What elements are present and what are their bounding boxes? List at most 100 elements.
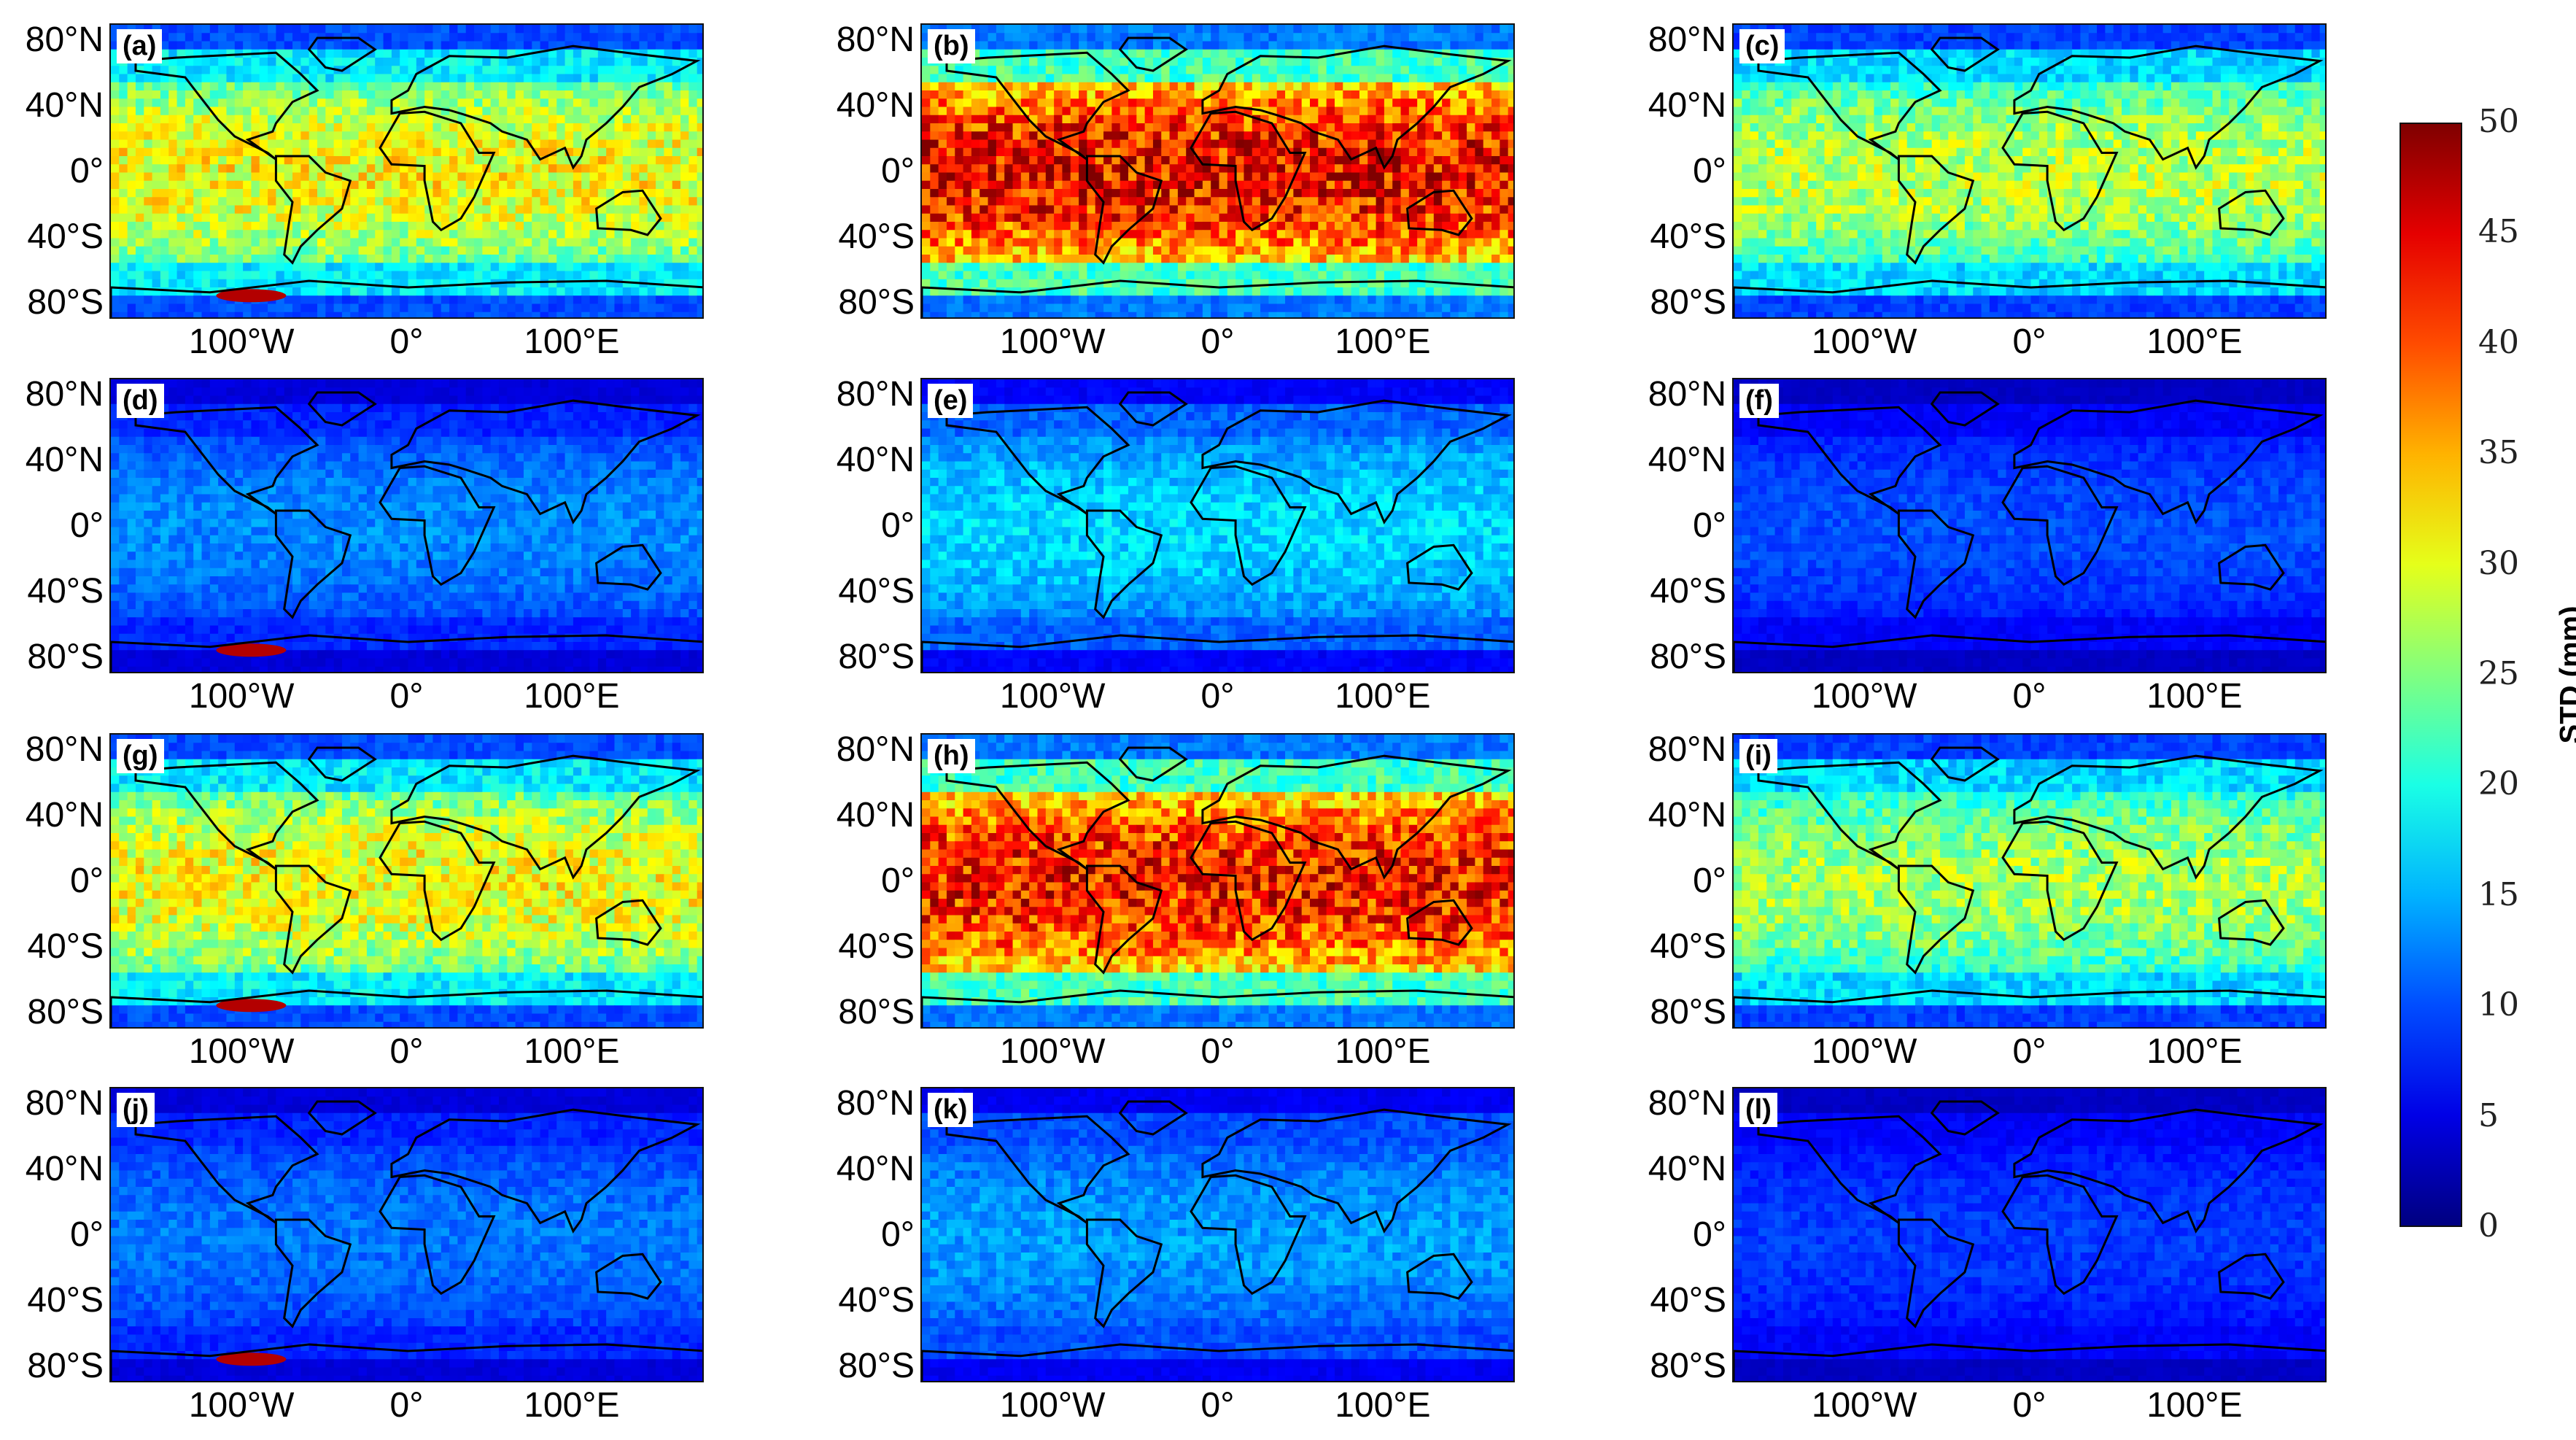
field-cell <box>201 66 211 75</box>
field-cell <box>160 139 169 149</box>
field-cell <box>391 287 400 296</box>
field-cell <box>160 222 169 231</box>
field-cell <box>292 115 301 124</box>
field-cell <box>416 197 425 206</box>
field-cell <box>309 107 318 116</box>
field-cell <box>1318 230 1327 239</box>
field-cell <box>1144 90 1154 99</box>
field-cell <box>1343 172 1352 182</box>
field-cell <box>185 33 194 42</box>
field-cell <box>1152 164 1162 174</box>
field-cell <box>1458 82 1467 91</box>
field-cell <box>1095 189 1104 198</box>
field-cell <box>168 147 178 157</box>
field-cell <box>176 303 186 313</box>
field-cell <box>1029 139 1039 149</box>
field-cell <box>391 82 400 91</box>
field-cell <box>1433 255 1443 263</box>
field-cell <box>548 90 557 99</box>
field-cell <box>963 189 972 198</box>
field-cell <box>1417 74 1427 83</box>
field-cell <box>1128 197 1137 206</box>
field-cell <box>226 238 236 247</box>
field-cell <box>573 33 582 42</box>
field-cell <box>1442 238 1451 247</box>
field-cell <box>1367 230 1377 239</box>
field-cell <box>391 295 400 305</box>
field-cell <box>955 271 964 280</box>
field-cell <box>1020 115 1030 124</box>
field-cell <box>664 311 673 317</box>
field-cell <box>1194 66 1203 75</box>
field-cell <box>614 164 624 174</box>
field-cell <box>160 90 169 99</box>
field-cell <box>589 287 599 296</box>
field-cell <box>1442 131 1451 141</box>
field-cell <box>946 271 955 280</box>
field-cell <box>523 74 532 83</box>
field-cell <box>1483 74 1492 83</box>
field-cell <box>226 189 236 198</box>
field-cell <box>523 90 532 99</box>
field-cell <box>226 49 236 58</box>
field-cell <box>1433 213 1443 222</box>
field-cell <box>955 139 964 149</box>
field-cell <box>581 271 591 280</box>
field-cell <box>350 49 360 58</box>
field-cell <box>1144 131 1154 141</box>
field-cell <box>1458 147 1467 157</box>
field-cell <box>589 246 599 255</box>
field-cell <box>597 255 607 263</box>
field-cell <box>589 139 599 149</box>
field-cell <box>309 115 318 124</box>
field-cell <box>457 164 467 174</box>
field-cell <box>1037 115 1047 124</box>
field-cell <box>391 230 400 239</box>
field-cell <box>317 287 326 296</box>
field-cell <box>1004 66 1014 75</box>
field-cell <box>457 238 467 247</box>
field-cell <box>1177 230 1187 239</box>
field-cell <box>490 189 500 198</box>
field-cell <box>1186 164 1195 174</box>
field-cell <box>350 123 360 132</box>
field-cell <box>111 131 120 141</box>
field-cell <box>581 180 591 190</box>
field-cell <box>1062 90 1071 99</box>
field-cell <box>565 123 574 132</box>
field-cell <box>1029 90 1039 99</box>
field-cell <box>979 66 989 75</box>
field-cell <box>268 303 276 313</box>
field-cell <box>922 107 931 116</box>
field-cell <box>1351 189 1360 198</box>
field-cell <box>1450 25 1459 34</box>
field-cell <box>979 246 989 255</box>
field-cell <box>979 147 989 157</box>
field-cell <box>300 279 310 288</box>
field-cell <box>1037 255 1047 263</box>
field-cell <box>1219 98 1228 108</box>
field-cell <box>996 222 1005 231</box>
field-cell <box>647 123 656 132</box>
field-cell <box>234 189 244 198</box>
field-cell <box>697 66 702 75</box>
field-cell <box>930 123 939 132</box>
field-cell <box>234 131 244 141</box>
field-cell <box>1260 213 1270 222</box>
field-cell <box>532 230 541 239</box>
field-cell <box>176 49 186 58</box>
field-cell <box>1433 115 1443 124</box>
field-cell <box>1079 98 1087 108</box>
field-cell <box>532 222 541 231</box>
field-cell <box>284 311 293 317</box>
field-cell <box>251 246 260 255</box>
field-cell <box>325 107 335 116</box>
field-cell <box>1367 82 1377 91</box>
field-cell <box>532 295 541 305</box>
field-cell <box>276 303 285 313</box>
field-cell <box>697 115 702 124</box>
field-cell <box>1194 271 1203 280</box>
field-cell <box>1177 49 1187 58</box>
field-cell <box>1417 180 1427 190</box>
field-cell <box>1103 123 1112 132</box>
